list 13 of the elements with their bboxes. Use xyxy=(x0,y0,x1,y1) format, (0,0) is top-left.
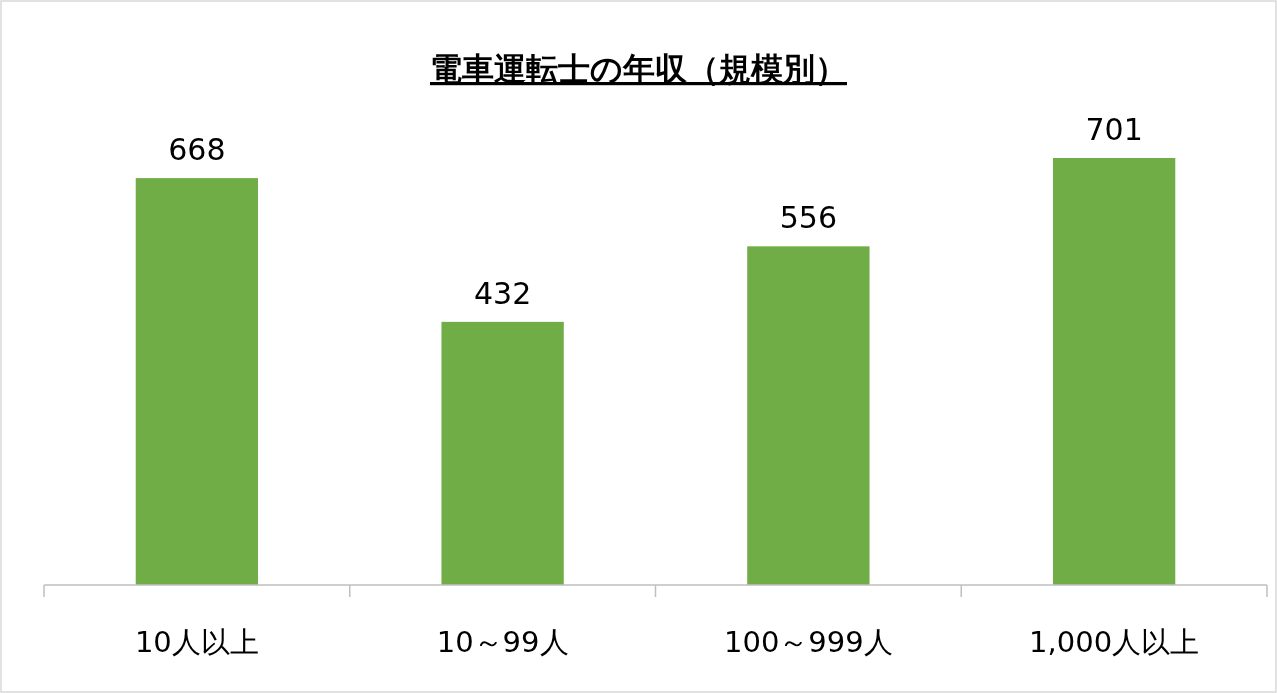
data-label: 668 xyxy=(168,132,226,168)
bar xyxy=(135,178,259,585)
bar xyxy=(1052,158,1176,585)
data-label: 556 xyxy=(779,200,838,236)
x-tick-label: 10人以上 xyxy=(134,625,259,659)
x-tick-label: 100～999人 xyxy=(724,625,893,659)
x-tick-label: 1,000人以上 xyxy=(1029,625,1200,659)
chart-title: 電車運転士の年収（規模別） xyxy=(430,50,847,88)
x-tick-label: 10～99人 xyxy=(436,625,569,659)
data-label: 432 xyxy=(473,275,532,311)
bar xyxy=(441,321,564,585)
bar xyxy=(747,246,870,585)
data-label: 701 xyxy=(1085,112,1143,147)
